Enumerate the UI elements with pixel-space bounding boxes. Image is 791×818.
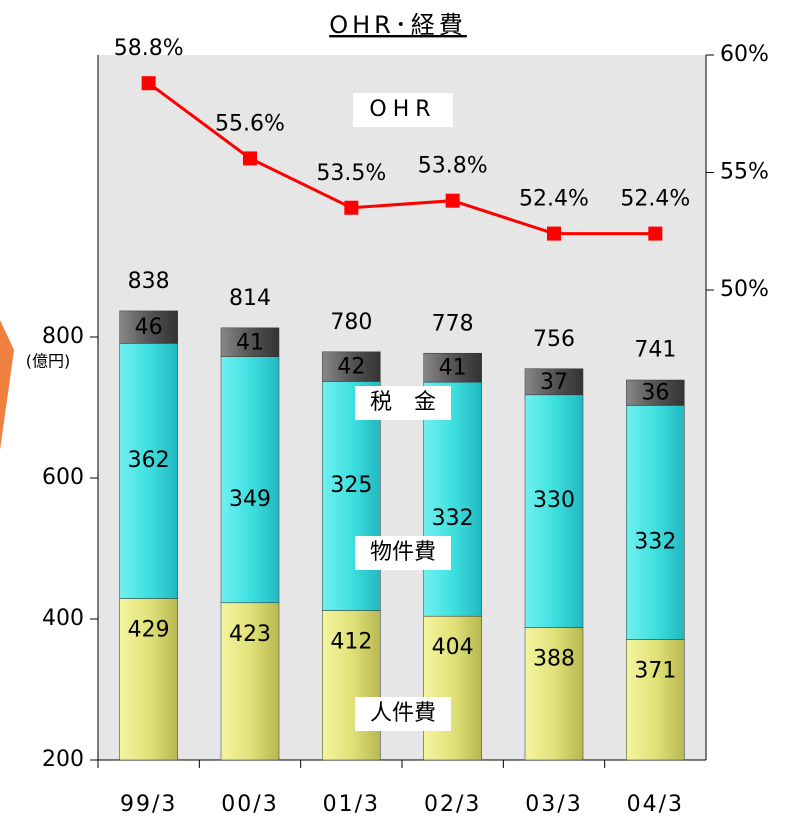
segment-label: 37 <box>540 370 568 395</box>
y-tick-label: 400 <box>42 606 84 631</box>
segment-label: 325 <box>330 473 372 498</box>
bar-segment <box>119 343 178 599</box>
segment-label: 362 <box>128 448 170 473</box>
x-tick-label: 99/3 <box>120 792 177 817</box>
total-label: 778 <box>432 312 474 337</box>
bar-segment <box>322 610 381 761</box>
segment-label: 404 <box>432 635 474 660</box>
bar-segment <box>220 327 280 357</box>
ohr-marker <box>648 226 663 241</box>
y-unit-label: (億円) <box>26 352 71 371</box>
total-label: 756 <box>533 327 575 352</box>
y-tick-label: 800 <box>42 324 84 349</box>
bar-segment <box>524 627 584 761</box>
x-tick-label: 02/3 <box>424 792 481 817</box>
series-annotation: OHR <box>369 97 436 122</box>
bar-segment <box>626 379 685 406</box>
ohr-marker <box>547 226 561 241</box>
chart-title: OHR･経費 <box>329 11 467 39</box>
segment-label: 371 <box>634 658 676 683</box>
y2-tick-label: 55% <box>720 160 769 185</box>
ohr-marker <box>445 193 460 208</box>
segment-label: 349 <box>229 487 271 512</box>
bar-segment <box>626 405 685 640</box>
segment-label: 423 <box>229 622 271 647</box>
segment-label: 41 <box>236 330 264 355</box>
segment-label: 388 <box>533 646 575 671</box>
x-tick-label: 04/3 <box>627 792 684 817</box>
segment-label: 412 <box>330 630 372 655</box>
annotation-box <box>355 536 451 570</box>
y2-tick-label: 60% <box>720 42 769 67</box>
bar-segment <box>220 356 280 604</box>
bar-segment <box>322 351 381 382</box>
series-annotation: 税 金 <box>370 390 436 415</box>
x-tick-label: 01/3 <box>323 792 380 817</box>
x-tick-label: 00/3 <box>221 792 278 817</box>
annotation-box <box>353 93 453 127</box>
bar-segment <box>524 368 584 396</box>
total-label: 741 <box>634 338 676 363</box>
segment-label: 332 <box>432 506 474 531</box>
ohr-label: 52.4% <box>519 187 589 212</box>
ohr-label: 53.5% <box>316 161 386 186</box>
y-tick-label: 200 <box>42 747 84 772</box>
ohr-marker <box>344 200 359 215</box>
segment-label: 42 <box>337 355 365 380</box>
total-label: 780 <box>330 310 372 335</box>
y-tick-label: 600 <box>42 465 84 490</box>
series-annotation: 人件費 <box>370 701 436 726</box>
ohr-label: 53.8% <box>418 154 488 179</box>
segment-label: 330 <box>533 488 575 513</box>
annotation-box <box>355 697 451 731</box>
ohr-marker <box>243 151 257 166</box>
annotation-box <box>355 386 451 420</box>
series-annotation: 物件費 <box>370 540 436 565</box>
bar-segment <box>220 602 280 761</box>
segment-label: 46 <box>135 315 163 340</box>
ohr-line <box>147 81 656 236</box>
segment-label: 41 <box>439 356 467 381</box>
ohr-label: 55.6% <box>215 111 285 136</box>
bar-segment <box>423 381 482 617</box>
ohr-label: 58.8% <box>114 36 184 61</box>
y2-tick-label: 50% <box>720 277 769 302</box>
total-label: 814 <box>229 286 271 311</box>
ohr-marker <box>141 76 156 91</box>
bar-segment <box>423 615 482 761</box>
decoration <box>0 320 14 450</box>
bar-segment <box>119 310 178 344</box>
segment-label: 429 <box>128 618 170 643</box>
bar-segment <box>423 352 482 383</box>
ohr-label: 52.4% <box>620 187 690 212</box>
segment-label: 332 <box>634 529 676 554</box>
bar-segment <box>524 394 584 628</box>
x-tick-label: 03/3 <box>525 792 582 817</box>
bar-segment <box>119 598 178 761</box>
segment-label: 36 <box>641 381 669 406</box>
total-label: 838 <box>128 269 170 294</box>
